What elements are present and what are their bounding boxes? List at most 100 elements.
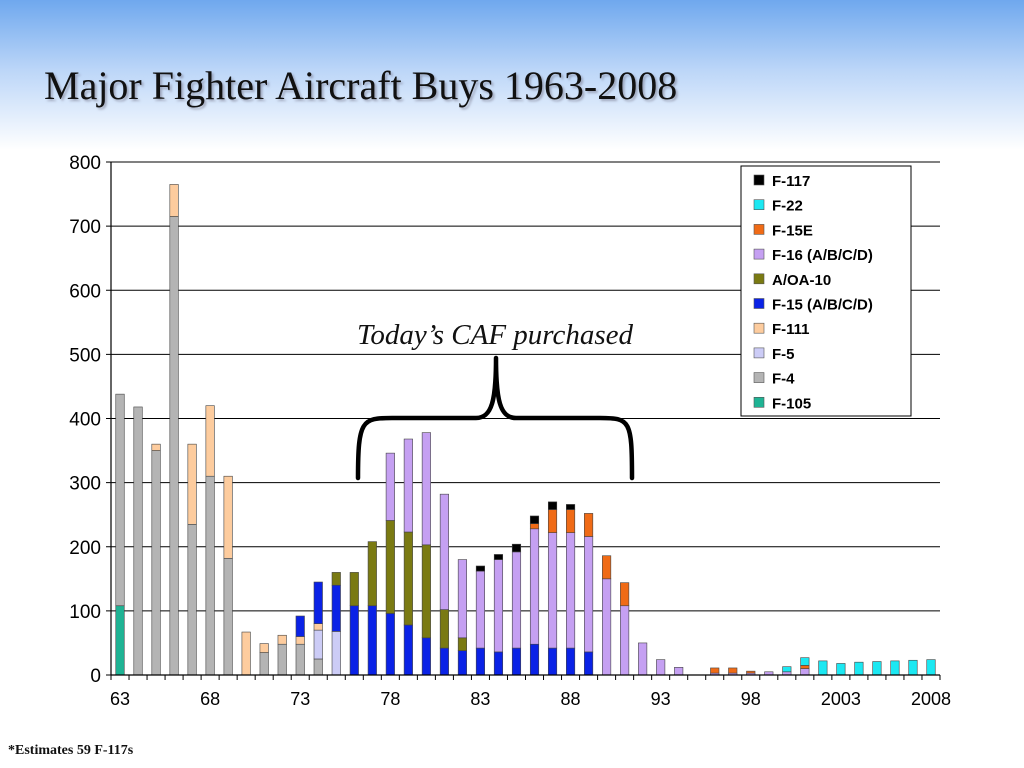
y-tick-label: 500 <box>69 345 101 366</box>
bar-segment <box>908 659 918 676</box>
bar-segment <box>674 667 684 676</box>
legend-swatch <box>753 248 765 260</box>
x-tick-label: 83 <box>470 689 490 709</box>
bar-segment <box>602 578 612 676</box>
legend-swatch <box>753 298 765 309</box>
legend-label: F-4 <box>772 371 795 388</box>
bar-segment <box>547 647 558 676</box>
bar-segment <box>457 637 467 651</box>
bar-segment <box>223 557 233 676</box>
bar-segment <box>872 661 882 676</box>
bar-segment <box>295 615 305 637</box>
bar-segment <box>818 660 828 676</box>
x-tick-label: 63 <box>110 689 130 709</box>
bar-segment <box>169 216 179 676</box>
bar-segment <box>584 513 594 537</box>
x-tick-label: 98 <box>741 689 761 709</box>
bar-segment <box>313 658 323 676</box>
bar-segment <box>493 651 504 676</box>
legend-swatch <box>753 174 765 186</box>
bar-segment <box>331 631 341 676</box>
bar-segment <box>169 184 179 217</box>
annotation-text: Today’s CAF purchased <box>357 319 634 351</box>
legend-swatch <box>753 322 765 334</box>
bar-segment <box>493 559 504 653</box>
legend-swatch <box>753 273 765 285</box>
bar-segment <box>223 475 233 559</box>
bar-segment <box>547 501 558 510</box>
legend-swatch <box>753 396 765 408</box>
bar-segment <box>313 629 323 660</box>
bar-segment <box>746 670 756 674</box>
legend-swatch <box>753 199 765 210</box>
bar-segment <box>566 532 576 649</box>
bar-segment <box>511 543 522 553</box>
bar-segment <box>475 647 485 676</box>
bar-segment <box>566 504 576 510</box>
bar-segment <box>385 613 395 676</box>
bar-segment <box>421 432 431 546</box>
bar-segment <box>566 509 576 533</box>
bar-segment <box>836 663 846 676</box>
y-tick-label: 800 <box>69 153 101 174</box>
bar-segment <box>656 659 666 676</box>
bar-segment <box>115 605 125 676</box>
bar-segment <box>620 582 630 607</box>
legend-label: F-5 <box>772 346 795 363</box>
bar-segment <box>385 452 395 521</box>
legend-label: F-111 <box>772 321 810 338</box>
bar-segment <box>620 605 630 676</box>
legend-label: F-22 <box>772 198 803 215</box>
bar-segment <box>295 636 305 645</box>
bar-segment <box>800 665 810 669</box>
x-tick-label: 2008 <box>911 689 951 709</box>
bar-segment <box>367 605 377 676</box>
bar-segment <box>926 659 936 676</box>
y-tick-label: 700 <box>69 217 101 238</box>
bar-segment <box>511 647 522 676</box>
bar-segment <box>890 660 900 676</box>
legend-label: A/OA-10 <box>772 272 831 289</box>
annotation-brace <box>355 355 635 481</box>
bar-segment <box>205 405 215 477</box>
bar-segment <box>151 443 161 451</box>
bar-segment <box>457 650 467 676</box>
bar-segment <box>421 637 431 676</box>
bar-segment <box>475 565 485 572</box>
footnote: *Estimates 59 F-117s <box>8 743 134 758</box>
bar-segment <box>187 443 197 525</box>
bar-segment <box>602 555 612 580</box>
bar-segment <box>728 667 738 674</box>
x-tick-label: 88 <box>561 689 581 709</box>
bar-segment <box>349 572 359 607</box>
legend-label: F-16 (A/B/C/D) <box>772 247 873 264</box>
bar-segment <box>151 450 161 676</box>
bar-segment <box>475 570 485 649</box>
legend-swatch <box>753 372 765 383</box>
bar-segment <box>403 531 413 626</box>
bar-segment <box>854 661 864 676</box>
bar-segment <box>584 536 594 653</box>
bar-segment <box>439 647 449 676</box>
bar-segment <box>277 634 287 645</box>
bar-segment <box>782 666 792 673</box>
bar-segment <box>403 624 413 676</box>
bar-segment <box>115 393 125 607</box>
bar-segment <box>133 406 143 676</box>
bar-segment <box>439 493 449 610</box>
bar-segment <box>421 544 431 639</box>
y-tick-label: 300 <box>69 474 101 495</box>
bar-segment <box>295 643 305 676</box>
bar-segment <box>584 651 594 676</box>
bar-segment <box>331 584 341 632</box>
bar-segment <box>313 623 323 631</box>
bar-segment <box>529 643 540 676</box>
bar-segment <box>529 515 540 524</box>
bar-segment <box>385 520 395 614</box>
y-tick-label: 0 <box>90 666 101 687</box>
x-tick-label: 78 <box>380 689 400 709</box>
legend-label: F-117 <box>772 173 810 190</box>
bar-segment <box>529 523 540 530</box>
x-tick-label: 2003 <box>821 689 861 709</box>
legend-swatch <box>753 347 765 359</box>
